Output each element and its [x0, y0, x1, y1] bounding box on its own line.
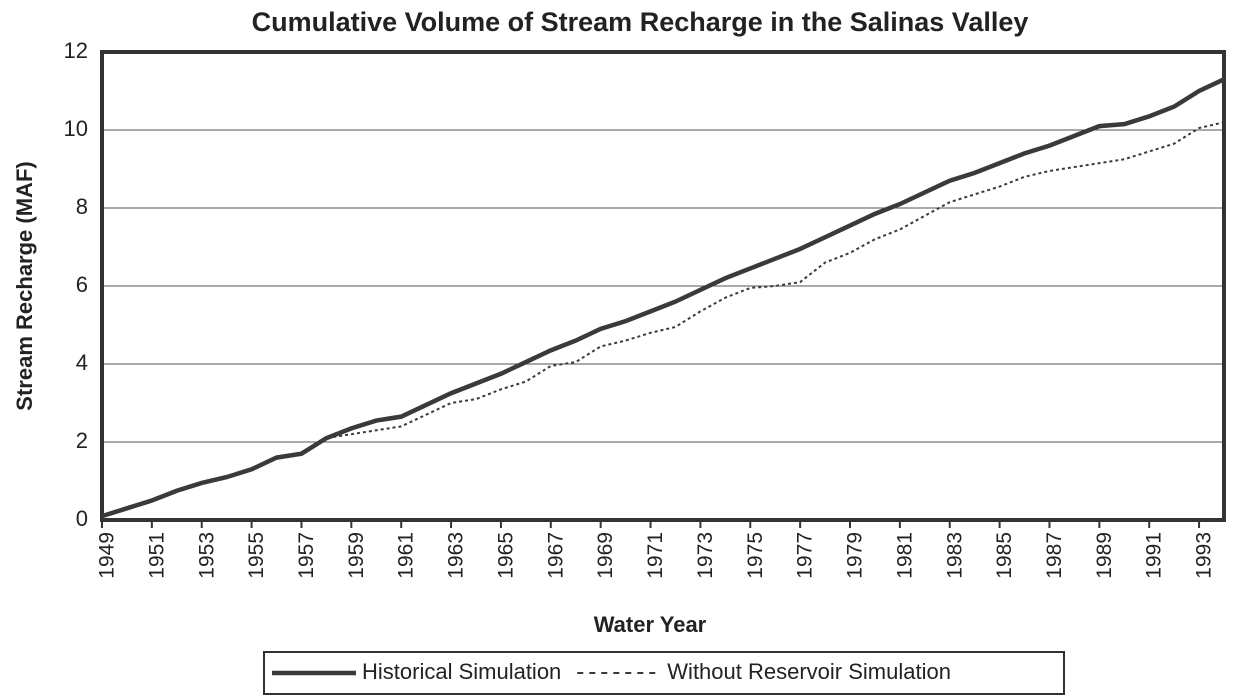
- y-tick-label: 10: [64, 116, 88, 141]
- x-tick-label: 1955: [245, 532, 268, 579]
- x-tick-label: 1983: [943, 532, 966, 579]
- x-tick-label: 1989: [1093, 532, 1116, 579]
- series-line: [101, 121, 1225, 518]
- legend-label: Without Reservoir Simulation: [667, 659, 951, 684]
- y-tick-label: 0: [76, 506, 88, 531]
- chart-title: Cumulative Volume of Stream Recharge in …: [252, 7, 1029, 37]
- series-line: [101, 77, 1225, 519]
- x-tick-label: 1971: [644, 532, 667, 579]
- legend: Historical Simulation Without Reservoir S…: [263, 651, 1065, 695]
- y-tick-label: 4: [76, 350, 88, 375]
- x-tick-label: 1975: [744, 532, 767, 579]
- x-tick-label: 1987: [1043, 532, 1066, 579]
- x-tick-label: 1965: [494, 532, 517, 579]
- y-tick-label: 12: [64, 38, 88, 63]
- x-axis-label: Water Year: [594, 612, 707, 637]
- x-tick-label: 1991: [1143, 532, 1166, 579]
- legend-label: Historical Simulation: [362, 659, 561, 684]
- legend-box: [263, 651, 1065, 695]
- x-tick-label: 1969: [594, 532, 617, 579]
- y-tick-label: 8: [76, 194, 88, 219]
- x-tick-label: 1963: [445, 532, 468, 579]
- y-axis-label: Stream Recharge (MAF): [12, 161, 37, 410]
- x-tick-label: 1979: [844, 532, 867, 579]
- x-tick-label: 1977: [794, 532, 817, 579]
- x-tick-label: 1953: [195, 532, 218, 579]
- x-tick-label: 1959: [345, 532, 368, 579]
- x-tick-label: 1985: [993, 532, 1016, 579]
- x-tick-label: 1981: [893, 532, 916, 579]
- plot-frame: [100, 50, 1226, 522]
- y-tick-label: 2: [76, 428, 88, 453]
- y-tick-label: 6: [76, 272, 88, 297]
- x-tick-label: 1957: [295, 532, 318, 579]
- x-tick-label: 1951: [145, 532, 168, 579]
- x-tick-label: 1973: [694, 532, 717, 579]
- x-tick-label: 1949: [96, 532, 119, 579]
- x-tick-label: 1993: [1193, 532, 1216, 579]
- x-tick-label: 1967: [544, 532, 567, 579]
- x-tick-label: 1961: [395, 532, 418, 579]
